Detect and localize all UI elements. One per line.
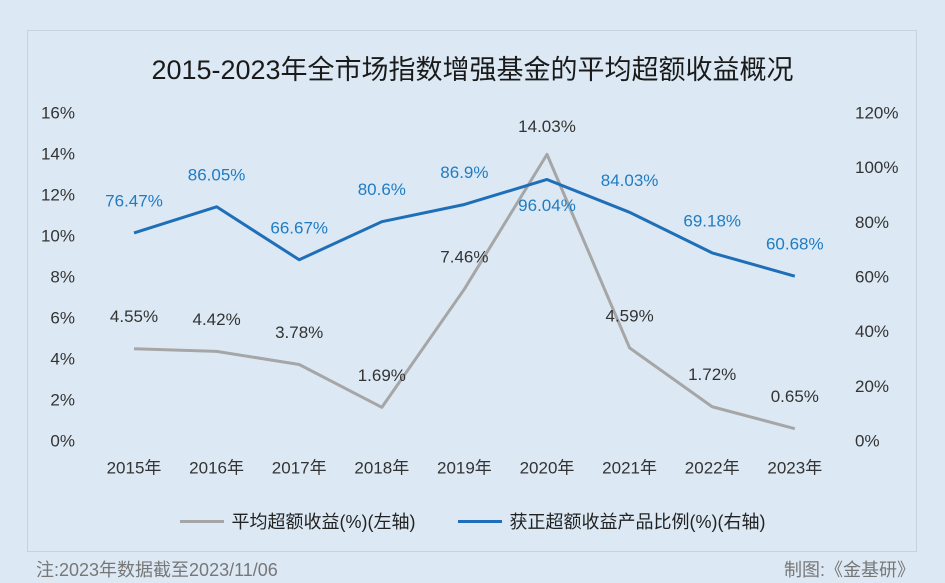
data-label-positive-ratio: 60.68% bbox=[766, 235, 824, 254]
left-axis-tick-label: 6% bbox=[50, 308, 75, 327]
x-axis-tick-label: 2019年 bbox=[437, 458, 492, 477]
right-axis-tick-label: 80% bbox=[855, 213, 889, 232]
legend-item-excess-return: 平均超额收益(%)(左轴) bbox=[179, 508, 416, 534]
data-label-excess-return: 4.55% bbox=[110, 307, 158, 326]
legend-swatch-blue bbox=[457, 519, 502, 523]
x-axis-tick-label: 2017年 bbox=[272, 458, 327, 477]
legend-swatch-gray bbox=[179, 519, 224, 523]
right-axis-tick-label: 60% bbox=[855, 267, 889, 286]
left-axis-tick-label: 12% bbox=[41, 185, 75, 204]
right-axis-tick-label: 120% bbox=[855, 103, 898, 122]
series-line-positive-ratio bbox=[133, 177, 796, 278]
chart-title: 2015-2023年全市场指数增强基金的平均超额收益概况 bbox=[151, 55, 794, 85]
data-label-positive-ratio: 69.18% bbox=[683, 211, 741, 230]
x-axis-tick-label: 2022年 bbox=[685, 458, 740, 477]
data-label-excess-return: 14.03% bbox=[518, 117, 576, 136]
data-label-positive-ratio: 96.04% bbox=[518, 196, 576, 215]
series-line-excess-return bbox=[133, 152, 796, 431]
left-axis-tick-label: 8% bbox=[50, 267, 75, 286]
x-axis-tick-label: 2016年 bbox=[189, 458, 244, 477]
left-axis-tick-label: 2% bbox=[50, 390, 75, 409]
left-axis-tick-label: 10% bbox=[41, 226, 75, 245]
chart-legend: 平均超额收益(%)(左轴) 获正超额收益产品比例(%)(右轴) bbox=[0, 508, 945, 534]
x-axis-tick-label: 2021年 bbox=[602, 458, 657, 477]
data-label-positive-ratio: 66.67% bbox=[270, 218, 328, 237]
data-label-excess-return: 4.42% bbox=[192, 310, 240, 329]
x-axis-tick-label: 2018年 bbox=[354, 458, 409, 477]
data-label-positive-ratio: 76.47% bbox=[105, 191, 163, 210]
data-label-positive-ratio: 80.6% bbox=[358, 180, 406, 199]
left-axis-tick-label: 0% bbox=[50, 431, 75, 450]
footnote: 注:2023年数据截至2023/11/06 bbox=[36, 560, 278, 580]
data-label-excess-return: 1.72% bbox=[688, 365, 736, 384]
x-axis-tick-label: 2015年 bbox=[107, 458, 162, 477]
data-label-positive-ratio: 86.05% bbox=[188, 165, 246, 184]
data-label-positive-ratio: 86.9% bbox=[440, 163, 488, 182]
data-label-excess-return: 4.59% bbox=[605, 306, 653, 325]
chart-frame bbox=[27, 30, 917, 552]
legend-item-positive-ratio: 获正超额收益产品比例(%)(右轴) bbox=[457, 508, 766, 534]
data-label-excess-return: 0.65% bbox=[771, 387, 819, 406]
right-axis-tick-label: 0% bbox=[855, 431, 880, 450]
credit: 制图:《金基研》 bbox=[783, 560, 915, 580]
legend-label-excess-return: 平均超额收益(%)(左轴) bbox=[231, 512, 416, 532]
left-axis-tick-label: 14% bbox=[41, 144, 75, 163]
left-axis-tick-label: 4% bbox=[50, 349, 75, 368]
data-label-excess-return: 1.69% bbox=[358, 366, 406, 385]
right-axis-tick-label: 20% bbox=[855, 377, 889, 396]
right-axis-tick-label: 100% bbox=[855, 158, 898, 177]
data-label-excess-return: 3.78% bbox=[275, 323, 323, 342]
data-label-excess-return: 7.46% bbox=[440, 248, 488, 267]
x-axis-tick-label: 2020年 bbox=[520, 458, 575, 477]
left-axis-tick-label: 16% bbox=[41, 103, 75, 122]
data-label-positive-ratio: 84.03% bbox=[601, 171, 659, 190]
right-axis-tick-label: 40% bbox=[855, 322, 889, 341]
legend-label-positive-ratio: 获正超额收益产品比例(%)(右轴) bbox=[509, 512, 766, 532]
x-axis-tick-label: 2023年 bbox=[767, 458, 822, 477]
